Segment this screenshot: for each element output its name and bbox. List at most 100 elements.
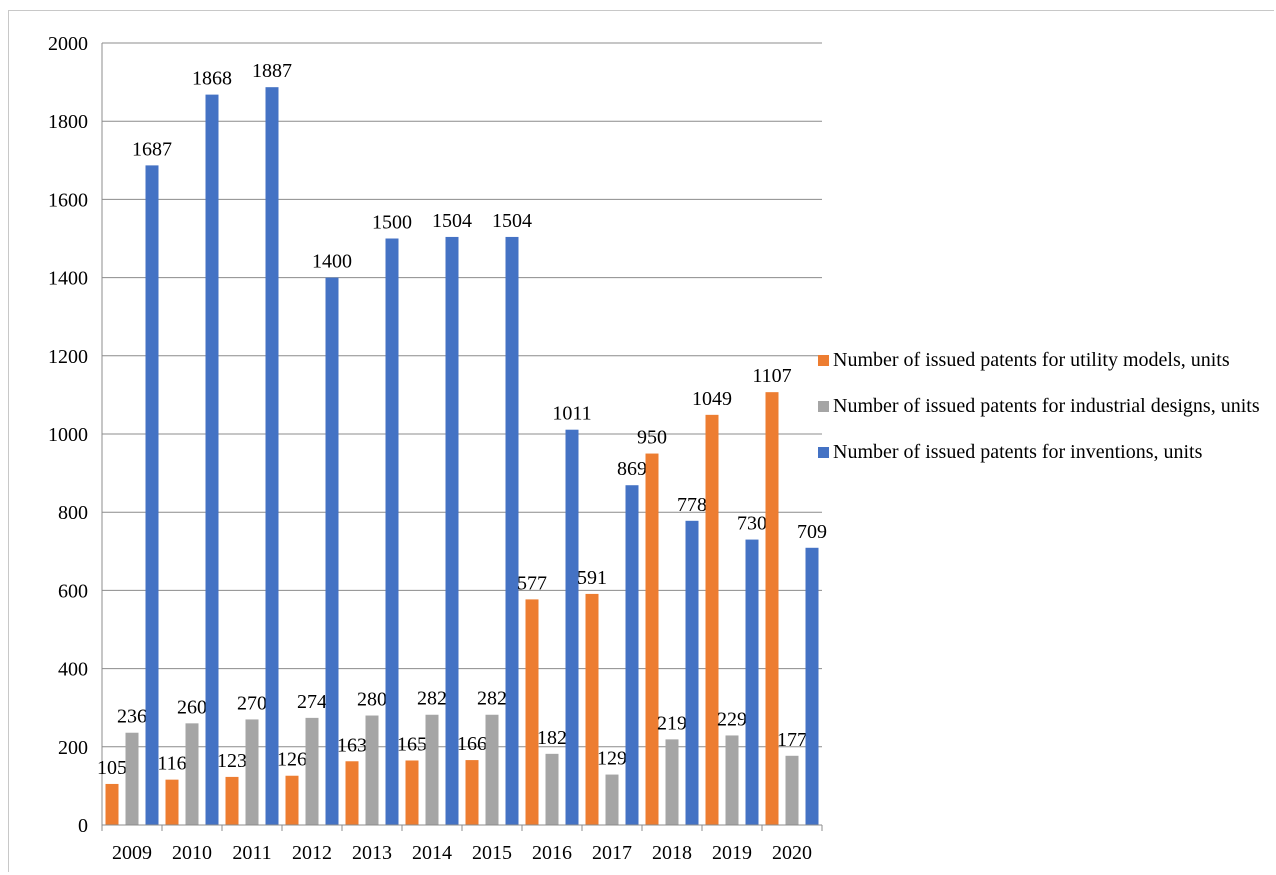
x-tick-label-2014: 2014	[412, 842, 452, 864]
bar-series2-2017	[625, 485, 639, 825]
y-tick-label-200: 200	[58, 737, 88, 759]
legend-item-inventions: Number of issued patents for inventions,…	[818, 438, 1276, 466]
x-tick-label-2019: 2019	[712, 842, 752, 864]
bar-series2-2011	[265, 87, 279, 826]
bar-series0-2012	[285, 775, 299, 825]
x-tick-label-2011: 2011	[232, 842, 271, 864]
chart-frame	[8, 10, 1274, 872]
y-tick-label-0: 0	[78, 815, 88, 837]
bar-series1-2020	[785, 755, 799, 825]
data-label-series2-2011: 1887	[252, 60, 292, 82]
bar-series0-2019	[705, 414, 719, 825]
data-label-series0-2010: 116	[157, 753, 186, 775]
x-tick-label-2016: 2016	[532, 842, 572, 864]
data-label-series1-2016: 182	[537, 727, 567, 749]
bar-series1-2017	[605, 774, 619, 825]
bar-series0-2017	[585, 593, 599, 825]
y-tick-label-1000: 1000	[48, 424, 88, 446]
data-label-series0-2014: 165	[397, 733, 427, 755]
data-label-series0-2020: 1107	[752, 365, 791, 387]
bar-series2-2016	[565, 429, 579, 825]
x-tick-label-2009: 2009	[112, 842, 152, 864]
data-label-series0-2017: 591	[577, 567, 607, 589]
y-tick-label-2000: 2000	[48, 33, 88, 55]
x-tick-label-2020: 2020	[772, 842, 812, 864]
data-label-series2-2014: 1504	[432, 210, 472, 232]
data-label-series1-2011: 270	[237, 692, 267, 714]
data-label-series0-2011: 123	[217, 750, 247, 772]
data-label-series2-2017: 869	[617, 458, 647, 480]
data-label-series0-2015: 166	[457, 733, 487, 755]
bar-series1-2009	[125, 732, 139, 825]
x-tick-label-2015: 2015	[472, 842, 512, 864]
data-label-series1-2012: 274	[297, 691, 327, 713]
bar-series0-2015	[465, 760, 479, 825]
data-label-series2-2012: 1400	[312, 251, 352, 273]
bar-series1-2014	[425, 714, 439, 825]
bar-series0-2014	[405, 760, 419, 825]
data-label-series0-2019: 1049	[692, 388, 732, 410]
data-label-series2-2009: 1687	[132, 138, 172, 160]
y-tick-label-1600: 1600	[48, 189, 88, 211]
bar-series2-2020	[805, 547, 819, 825]
bar-series1-2018	[665, 739, 679, 825]
legend: Number of issued patents for utility mod…	[818, 346, 1276, 484]
bar-series0-2013	[345, 761, 359, 825]
data-label-series1-2020: 177	[777, 729, 807, 751]
bar-series2-2010	[205, 94, 219, 825]
x-tick-label-2017: 2017	[592, 842, 632, 864]
legend-item-utility-models: Number of issued patents for utility mod…	[818, 346, 1276, 374]
data-label-series2-2010: 1868	[192, 68, 232, 90]
data-label-series0-2012: 126	[277, 749, 307, 771]
data-label-series2-2018: 778	[677, 494, 707, 516]
data-label-series0-2013: 163	[337, 734, 367, 756]
bar-series1-2012	[305, 717, 319, 825]
bar-series2-2012	[325, 277, 339, 826]
legend-label-utility-models: Number of issued patents for utility mod…	[833, 349, 1230, 371]
x-tick-label-2018: 2018	[652, 842, 692, 864]
bar-series0-2016	[525, 599, 539, 825]
bar-series2-2014	[445, 236, 459, 825]
bar-series2-2009	[145, 165, 159, 825]
bar-series1-2016	[545, 753, 559, 825]
bar-series1-2011	[245, 719, 259, 825]
bar-series1-2010	[185, 723, 199, 825]
data-label-series1-2009: 236	[117, 706, 147, 728]
bar-series1-2019	[725, 735, 739, 825]
bar-series2-2019	[745, 539, 759, 825]
bar-series0-2010	[165, 779, 179, 825]
x-tick-label-2013: 2013	[352, 842, 392, 864]
data-label-series0-2018: 950	[637, 427, 667, 449]
legend-swatch-utility-models	[818, 355, 829, 366]
data-label-series1-2014: 282	[417, 688, 447, 710]
data-label-series1-2018: 219	[657, 712, 687, 734]
x-tick-label-2010: 2010	[172, 842, 212, 864]
data-label-series0-2016: 577	[517, 572, 547, 594]
data-label-series0-2009: 105	[97, 757, 127, 779]
y-tick-label-600: 600	[58, 580, 88, 602]
y-tick-label-1400: 1400	[48, 268, 88, 290]
y-tick-label-1800: 1800	[48, 111, 88, 133]
y-tick-label-1200: 1200	[48, 346, 88, 368]
data-label-series2-2020: 709	[797, 521, 827, 543]
legend-label-industrial-designs: Number of issued patents for industrial …	[833, 395, 1260, 417]
legend-label-inventions: Number of issued patents for inventions,…	[833, 441, 1203, 463]
bar-series0-2009	[105, 783, 119, 825]
data-label-series1-2019: 229	[717, 708, 747, 730]
bar-series1-2015	[485, 714, 499, 825]
data-label-series2-2015: 1504	[492, 210, 532, 232]
data-label-series2-2019: 730	[737, 513, 767, 535]
y-tick-label-400: 400	[58, 659, 88, 681]
y-tick-label-800: 800	[58, 502, 88, 524]
data-label-series2-2013: 1500	[372, 212, 412, 234]
bar-series2-2018	[685, 520, 699, 825]
x-tick-label-2012: 2012	[292, 842, 332, 864]
data-label-series1-2013: 280	[357, 689, 387, 711]
bar-series0-2020	[765, 392, 779, 825]
legend-swatch-inventions	[818, 447, 829, 458]
data-label-series1-2017: 129	[597, 748, 627, 770]
data-label-series1-2015: 282	[477, 688, 507, 710]
bar-series2-2013	[385, 238, 399, 825]
legend-item-industrial-designs: Number of issued patents for industrial …	[818, 392, 1276, 420]
